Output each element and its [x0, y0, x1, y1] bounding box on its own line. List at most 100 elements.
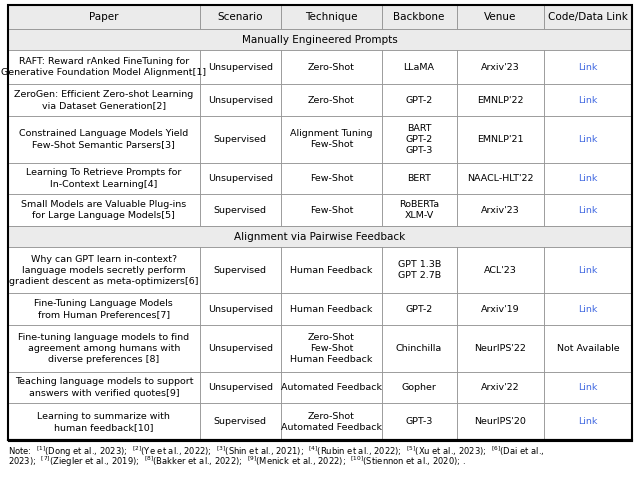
Text: Supervised: Supervised	[214, 265, 267, 275]
Bar	[381, 116, 456, 163]
Bar	[8, 247, 200, 293]
Bar	[456, 372, 544, 403]
Bar	[8, 163, 200, 194]
Bar	[281, 50, 381, 84]
Bar	[8, 84, 200, 116]
Bar	[456, 325, 544, 372]
Bar	[200, 50, 281, 84]
Text: GPT 1.3B
GPT 2.7B: GPT 1.3B GPT 2.7B	[397, 260, 441, 280]
Text: Alignment Tuning
Few-Shot: Alignment Tuning Few-Shot	[290, 130, 372, 149]
Bar	[544, 5, 632, 29]
Text: Paper: Paper	[89, 12, 118, 22]
Bar	[456, 194, 544, 226]
Text: Gopher: Gopher	[402, 383, 436, 392]
Bar	[200, 194, 281, 226]
Text: NAACL-HLT'22: NAACL-HLT'22	[467, 174, 534, 183]
Text: Link: Link	[579, 174, 598, 183]
Text: Link: Link	[579, 135, 598, 144]
Text: GPT-2: GPT-2	[406, 305, 433, 314]
Text: Arxiv'22: Arxiv'22	[481, 383, 520, 392]
Text: Fine-Tuning Language Models
from Human Preferences[7]: Fine-Tuning Language Models from Human P…	[35, 299, 173, 319]
Text: Chinchilla: Chinchilla	[396, 344, 442, 353]
Bar	[8, 50, 200, 84]
Bar	[456, 163, 544, 194]
Bar	[281, 372, 381, 403]
Text: BART
GPT-2
GPT-3: BART GPT-2 GPT-3	[405, 124, 433, 155]
Text: Unsupervised: Unsupervised	[208, 344, 273, 353]
Text: Link: Link	[579, 206, 598, 215]
Bar	[544, 194, 632, 226]
Text: Link: Link	[579, 305, 598, 314]
Text: Learning to summarize with
human feedback[10]: Learning to summarize with human feedbac…	[37, 412, 170, 432]
Bar	[381, 5, 456, 29]
Bar	[544, 247, 632, 293]
Text: Fine-tuning language models to find
agreement among humans with
diverse preferen: Fine-tuning language models to find agre…	[19, 333, 189, 364]
Bar	[8, 116, 200, 163]
Bar	[200, 325, 281, 372]
Text: 2023);  ${}^{[7]}$(Ziegler et al., 2019);  ${}^{[8]}$(Bakker et al., 2022);  ${}: 2023); ${}^{[7]}$(Ziegler et al., 2019);…	[8, 455, 466, 469]
Bar	[281, 116, 381, 163]
Text: Zero-Shot: Zero-Shot	[308, 96, 355, 105]
Bar	[456, 247, 544, 293]
Text: NeurIPS'20: NeurIPS'20	[474, 417, 526, 426]
Text: Supervised: Supervised	[214, 135, 267, 144]
Text: Technique: Technique	[305, 12, 358, 22]
Text: Zero-Shot
Automated Feedback: Zero-Shot Automated Feedback	[281, 412, 382, 432]
Text: Venue: Venue	[484, 12, 516, 22]
Bar	[544, 84, 632, 116]
Bar	[544, 325, 632, 372]
Bar	[456, 5, 544, 29]
Bar	[544, 293, 632, 325]
Text: Backbone: Backbone	[394, 12, 445, 22]
Text: Link: Link	[579, 417, 598, 426]
Text: Link: Link	[579, 63, 598, 72]
Text: ZeroGen: Efficient Zero-shot Learning
via Dataset Generation[2]: ZeroGen: Efficient Zero-shot Learning vi…	[14, 90, 193, 110]
Text: Automated Feedback: Automated Feedback	[281, 383, 382, 392]
Bar	[281, 325, 381, 372]
Text: Human Feedback: Human Feedback	[290, 265, 372, 275]
Bar	[8, 325, 200, 372]
Text: RAFT: Reward rAnked FineTuning for
Generative Foundation Model Alignment[1]: RAFT: Reward rAnked FineTuning for Gener…	[1, 57, 207, 77]
Text: Arxiv'19: Arxiv'19	[481, 305, 520, 314]
Text: LLaMA: LLaMA	[404, 63, 435, 72]
Bar	[281, 403, 381, 440]
Text: Zero-Shot
Few-Shot
Human Feedback: Zero-Shot Few-Shot Human Feedback	[290, 333, 372, 364]
Bar	[200, 403, 281, 440]
Bar	[200, 5, 281, 29]
Bar	[381, 84, 456, 116]
Text: Small Models are Valuable Plug-ins
for Large Language Models[5]: Small Models are Valuable Plug-ins for L…	[21, 200, 186, 220]
Bar	[281, 163, 381, 194]
Bar	[544, 372, 632, 403]
Bar	[8, 194, 200, 226]
Text: Learning To Retrieve Prompts for
In-Context Learning[4]: Learning To Retrieve Prompts for In-Cont…	[26, 168, 182, 189]
Bar	[544, 163, 632, 194]
Bar	[200, 293, 281, 325]
Text: Link: Link	[579, 383, 598, 392]
Text: GPT-3: GPT-3	[405, 417, 433, 426]
Text: Unsupervised: Unsupervised	[208, 96, 273, 105]
Text: Note:  ${}^{[1]}$(Dong et al., 2023);  ${}^{[2]}$(Ye et al., 2022);  ${}^{[3]}$(: Note: ${}^{[1]}$(Dong et al., 2023); ${}…	[8, 445, 545, 459]
Text: Code/Data Link: Code/Data Link	[548, 12, 628, 22]
Bar	[381, 293, 456, 325]
Text: ACL'23: ACL'23	[484, 265, 517, 275]
Text: Scenario: Scenario	[218, 12, 263, 22]
Text: Manually Engineered Prompts: Manually Engineered Prompts	[242, 35, 398, 45]
Text: GPT-2: GPT-2	[406, 96, 433, 105]
Bar	[281, 247, 381, 293]
Bar	[381, 325, 456, 372]
Text: NeurIPS'22: NeurIPS'22	[474, 344, 526, 353]
Text: Few-Shot: Few-Shot	[310, 206, 353, 215]
Bar	[456, 293, 544, 325]
Bar	[456, 116, 544, 163]
Bar	[281, 194, 381, 226]
Bar	[381, 194, 456, 226]
Text: Human Feedback: Human Feedback	[290, 305, 372, 314]
Bar	[544, 116, 632, 163]
Text: Supervised: Supervised	[214, 417, 267, 426]
Bar	[200, 116, 281, 163]
Text: Arxiv'23: Arxiv'23	[481, 63, 520, 72]
Bar	[281, 293, 381, 325]
Text: Not Available: Not Available	[557, 344, 620, 353]
Bar	[281, 5, 381, 29]
Bar	[8, 372, 200, 403]
